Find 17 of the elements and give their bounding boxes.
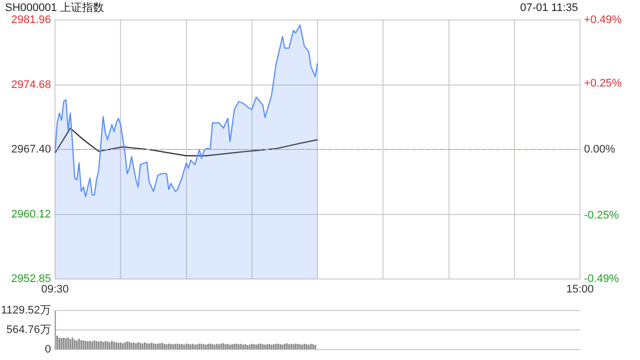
y2-tick-label: +0.49% (584, 14, 622, 26)
y-tick-label: 2952.85 (11, 273, 51, 286)
y-tick-label: 2974.68 (11, 78, 51, 91)
y2-tick-label: +0.25% (584, 77, 622, 90)
y2-tick-label: 0.00% (584, 144, 616, 156)
y-tick-label: 1129.52万 (1, 304, 51, 317)
y-tick-label: 564.76万 (6, 324, 51, 336)
y-tick-label: 2981.96 (11, 14, 51, 26)
x-tick-label: 15:00 (566, 284, 594, 296)
chart-title: SH000001 上证指数 (5, 1, 104, 14)
x-tick-label: 09:30 (41, 284, 69, 296)
y-tick-label: 2967.40 (11, 144, 51, 156)
text: 07-01 11:35 (520, 2, 578, 14)
y-tick-label: 0 (44, 343, 51, 356)
y2-tick-label: -0.49% (584, 273, 620, 286)
y2-tick-label: -0.25% (584, 210, 620, 222)
y-tick-label: 2960.12 (11, 208, 51, 220)
